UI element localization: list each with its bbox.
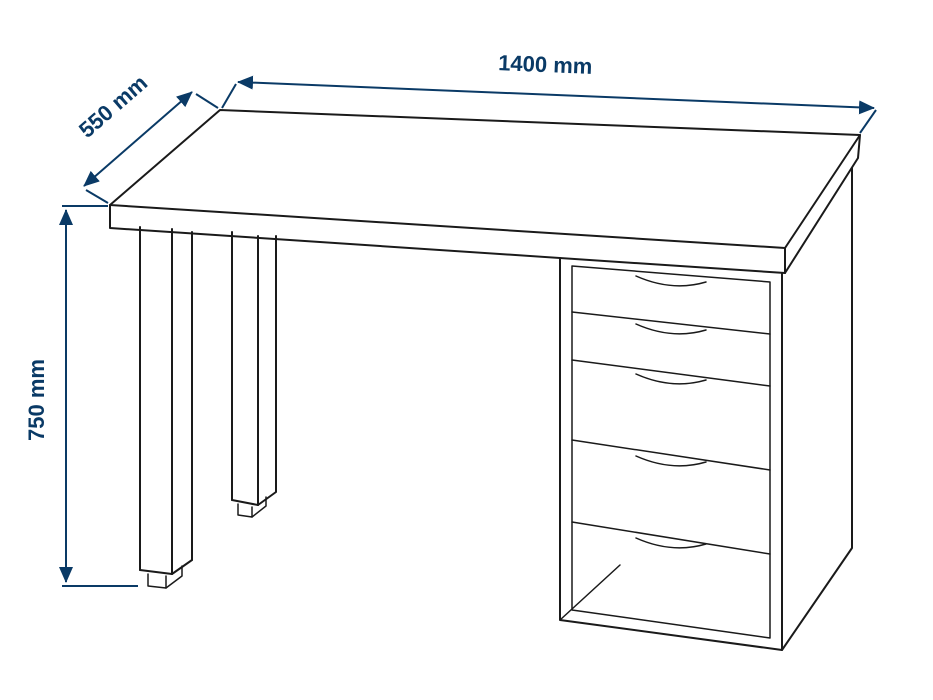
dim-height: 750 mm bbox=[24, 206, 138, 586]
dim-height-label: 750 mm bbox=[24, 359, 49, 441]
desk-dimension-diagram: 1400 mm 550 mm 750 mm bbox=[0, 0, 933, 700]
dim-depth: 550 mm bbox=[74, 70, 218, 203]
dim-width: 1400 mm bbox=[222, 50, 876, 133]
dim-width-label: 1400 mm bbox=[498, 50, 593, 79]
drawers bbox=[572, 276, 770, 554]
drawer-unit bbox=[560, 168, 852, 650]
dim-depth-label: 550 mm bbox=[74, 70, 152, 143]
left-legs bbox=[140, 227, 276, 588]
desk-illustration bbox=[110, 110, 860, 650]
